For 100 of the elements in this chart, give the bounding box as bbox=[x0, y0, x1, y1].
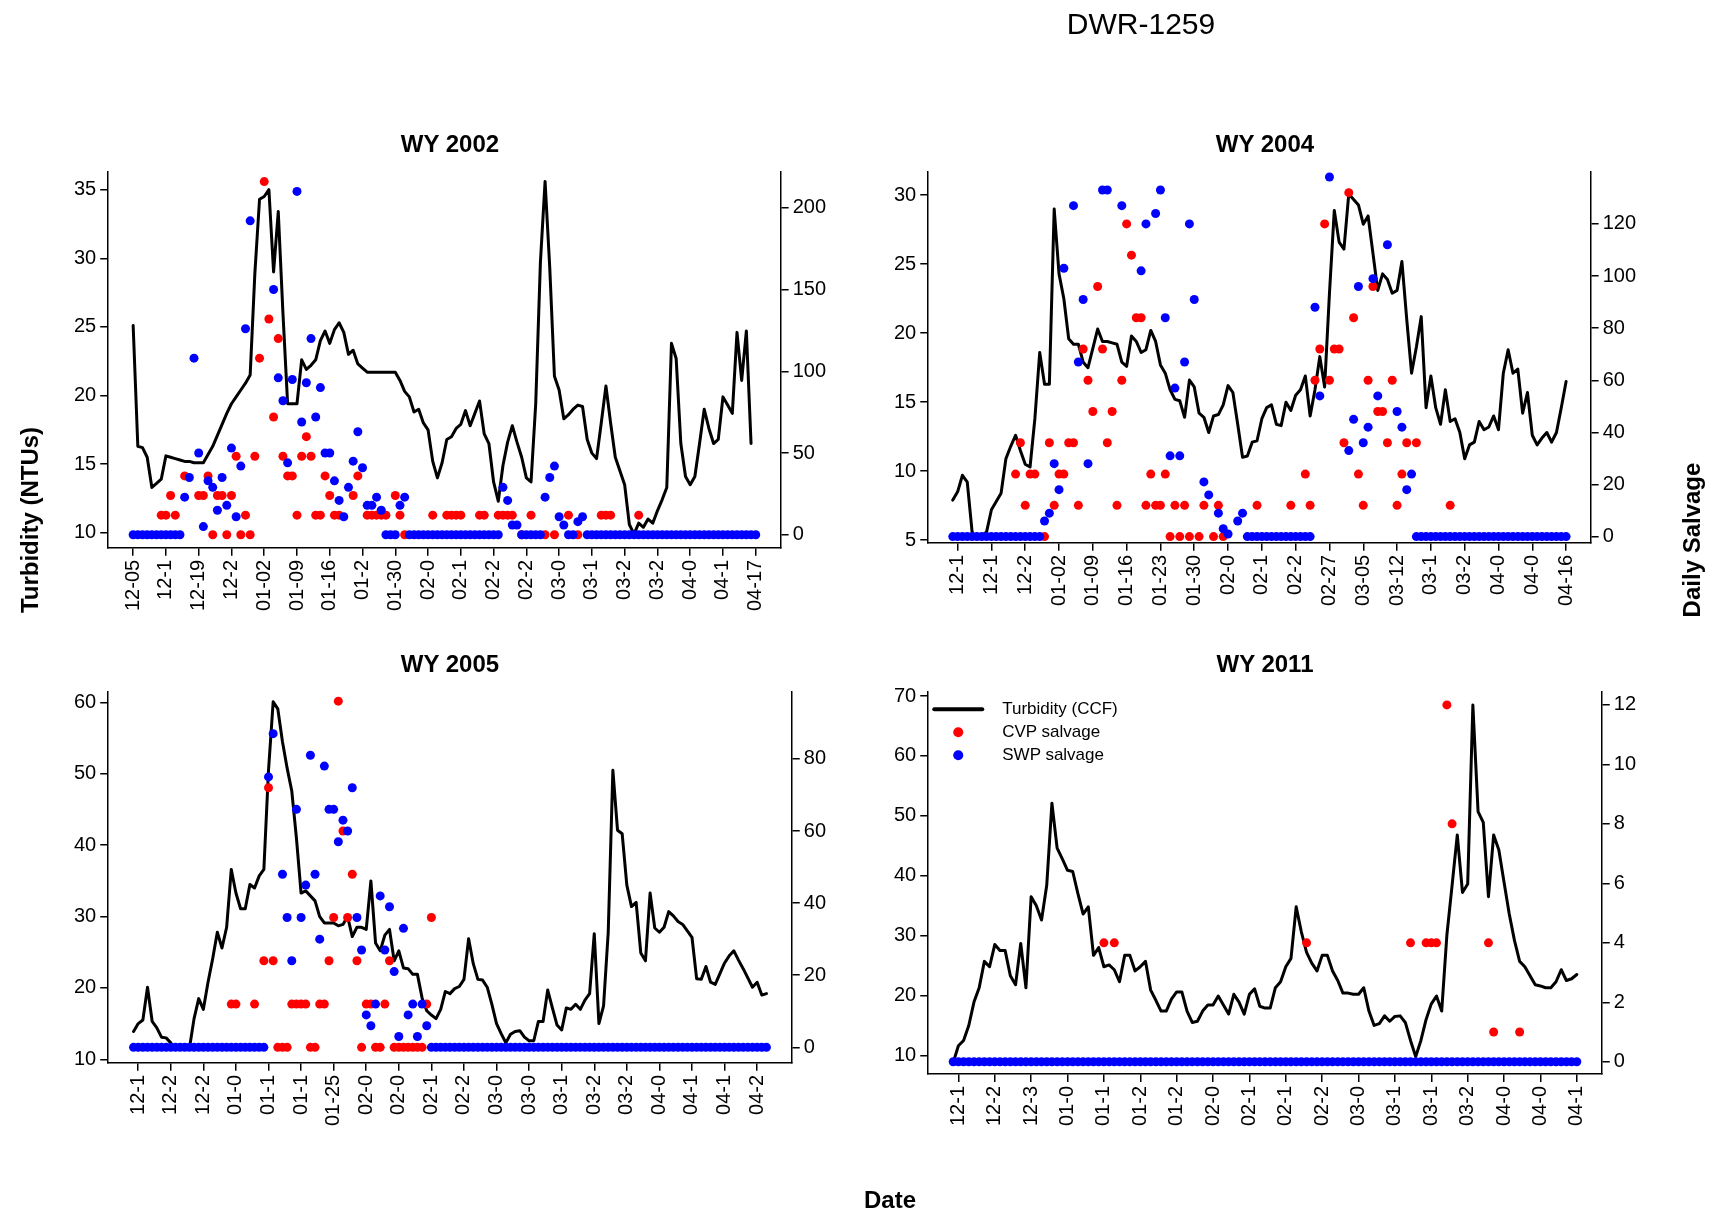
x-tick-label: 01-25 bbox=[321, 1074, 344, 1126]
point bbox=[1099, 938, 1109, 948]
point bbox=[347, 869, 357, 879]
point bbox=[1302, 938, 1312, 948]
y2-tick-label: 40 bbox=[803, 890, 826, 913]
x-tick-label: 01-02 bbox=[251, 559, 274, 611]
y-tick-label: 20 bbox=[894, 983, 917, 1006]
x-tick-label: 12-2 bbox=[218, 559, 241, 600]
y2-tick-label: 10 bbox=[1613, 751, 1636, 774]
x-tick-label: 12-2 bbox=[190, 1074, 213, 1115]
y2-tick-label: 40 bbox=[1602, 419, 1625, 442]
x-tick-label: 01-2 bbox=[1127, 1085, 1150, 1126]
y2-tick-label: 80 bbox=[1602, 315, 1625, 338]
x-tick-label: 03-2 bbox=[612, 559, 635, 600]
x-tick-label: 04-1 bbox=[1564, 1085, 1587, 1126]
legend-label: SWP salvage bbox=[1002, 744, 1104, 764]
x-tick-label: 02-2 bbox=[1309, 1085, 1332, 1126]
y-tick-label: 50 bbox=[74, 761, 97, 784]
x-tick-label: 03-05 bbox=[1350, 554, 1373, 606]
x-tick-label: 01-16 bbox=[1114, 554, 1137, 606]
point bbox=[259, 956, 269, 966]
x-tick-label: 03-1 bbox=[549, 1074, 572, 1115]
y-tick-label: 10 bbox=[74, 1046, 97, 1069]
chart-title: WY 2002 bbox=[400, 130, 500, 158]
y2-tick-label: 60 bbox=[803, 818, 826, 841]
point bbox=[426, 913, 436, 923]
x-tick-label: 02-0 bbox=[353, 1074, 376, 1115]
y-tick-label: 30 bbox=[74, 904, 97, 927]
x-tick-label: 02-0 bbox=[1215, 554, 1238, 595]
point bbox=[1489, 1027, 1499, 1037]
x-tick-label: 12-2 bbox=[982, 1085, 1005, 1126]
x-tick-label: 12-2 bbox=[1012, 554, 1035, 595]
y2-tick-label: 0 bbox=[792, 522, 804, 545]
point bbox=[264, 783, 274, 793]
x-tick-label: 04-1 bbox=[712, 1074, 735, 1115]
x-axis-title: Date bbox=[863, 1186, 917, 1214]
y-axis-title: Turbidity (NTUs) bbox=[16, 426, 44, 614]
x-tick-label: 03-1 bbox=[579, 559, 602, 600]
x-tick-label: 02-2 bbox=[451, 1074, 474, 1115]
y2-tick-label: 0 bbox=[1602, 524, 1614, 547]
legend-label: CVP salvage bbox=[1002, 721, 1101, 741]
x-tick-label: 04-0 bbox=[646, 1074, 669, 1115]
y2-tick-label: 50 bbox=[792, 440, 815, 463]
x-tick-label: 03-2 bbox=[1452, 554, 1475, 595]
y-tick-label: 60 bbox=[74, 690, 97, 713]
x-tick-label: 01-16 bbox=[317, 559, 340, 611]
y-tick-label: 10 bbox=[74, 520, 97, 543]
y-tick-label: 25 bbox=[74, 314, 97, 337]
point bbox=[1515, 1027, 1525, 1037]
x-tick-label: 04-0 bbox=[677, 559, 700, 600]
x-tick-label: 12-3 bbox=[1018, 1085, 1041, 1126]
x-tick-label: 01-1 bbox=[288, 1074, 311, 1115]
x-tick-label: 03-12 bbox=[1384, 554, 1407, 606]
x-tick-label: 01-0 bbox=[1055, 1085, 1078, 1126]
y-tick-label: 20 bbox=[894, 320, 917, 343]
x-tick-label: 02-0 bbox=[386, 1074, 409, 1115]
y-tick-label: 20 bbox=[74, 383, 97, 406]
y2-tick-label: 8 bbox=[1613, 811, 1625, 834]
x-tick-label: 01-09 bbox=[1080, 554, 1103, 606]
x-tick-label: 01-02 bbox=[1046, 554, 1069, 606]
x-tick-label: 02-1 bbox=[418, 1074, 441, 1115]
x-tick-label: 03-2 bbox=[1455, 1085, 1478, 1126]
point bbox=[1109, 938, 1119, 948]
point bbox=[268, 956, 278, 966]
point bbox=[1442, 700, 1452, 710]
x-tick-label: 03-1 bbox=[1382, 1085, 1405, 1126]
x-tick-label: 02-2 bbox=[1283, 554, 1306, 595]
y2-tick-label: 20 bbox=[803, 962, 826, 985]
point bbox=[352, 956, 362, 966]
y-tick-label: 5 bbox=[905, 527, 917, 550]
chart-title: WY 2005 bbox=[400, 650, 500, 678]
y2-tick-label: 60 bbox=[1602, 367, 1625, 390]
x-tick-label: 03-0 bbox=[1346, 1085, 1369, 1126]
y-tick-label: 30 bbox=[894, 182, 917, 205]
chart-title: WY 2011 bbox=[1216, 650, 1314, 678]
x-tick-label: 03-0 bbox=[484, 1074, 507, 1115]
x-tick-label: 04-1 bbox=[710, 559, 733, 600]
x-tick-label: 03-1 bbox=[1418, 1085, 1441, 1126]
x-tick-label: 04-0 bbox=[1527, 1085, 1550, 1126]
point bbox=[333, 696, 343, 706]
y2-tick-label: 2 bbox=[1613, 989, 1625, 1012]
x-tick-label: 01-1 bbox=[256, 1074, 279, 1115]
x-tick-label: 01-23 bbox=[1147, 554, 1170, 606]
y-tick-label: 15 bbox=[74, 451, 97, 474]
x-tick-label: 02-1 bbox=[448, 559, 471, 600]
x-tick-label: 01-2 bbox=[350, 559, 373, 600]
x-tick-label: 12-1 bbox=[945, 554, 968, 595]
chart-title: WY 2004 bbox=[1215, 130, 1315, 158]
text: DWR-1259 bbox=[1066, 7, 1216, 41]
x-tick-label: 04-0 bbox=[1519, 554, 1542, 595]
point bbox=[343, 913, 353, 923]
y-tick-label: 70 bbox=[894, 683, 917, 706]
x-tick-label: 04-0 bbox=[1491, 1085, 1514, 1126]
x-tick-label: 01-30 bbox=[382, 559, 405, 611]
x-tick-label: 04-2 bbox=[744, 1074, 767, 1115]
x-tick-label: 12-1 bbox=[945, 1085, 968, 1126]
y2-tick-label: 150 bbox=[792, 277, 827, 300]
x-tick-label: 12-2 bbox=[158, 1074, 181, 1115]
y-tick-label: 15 bbox=[894, 389, 917, 412]
x-tick-label: 02-1 bbox=[1249, 554, 1272, 595]
